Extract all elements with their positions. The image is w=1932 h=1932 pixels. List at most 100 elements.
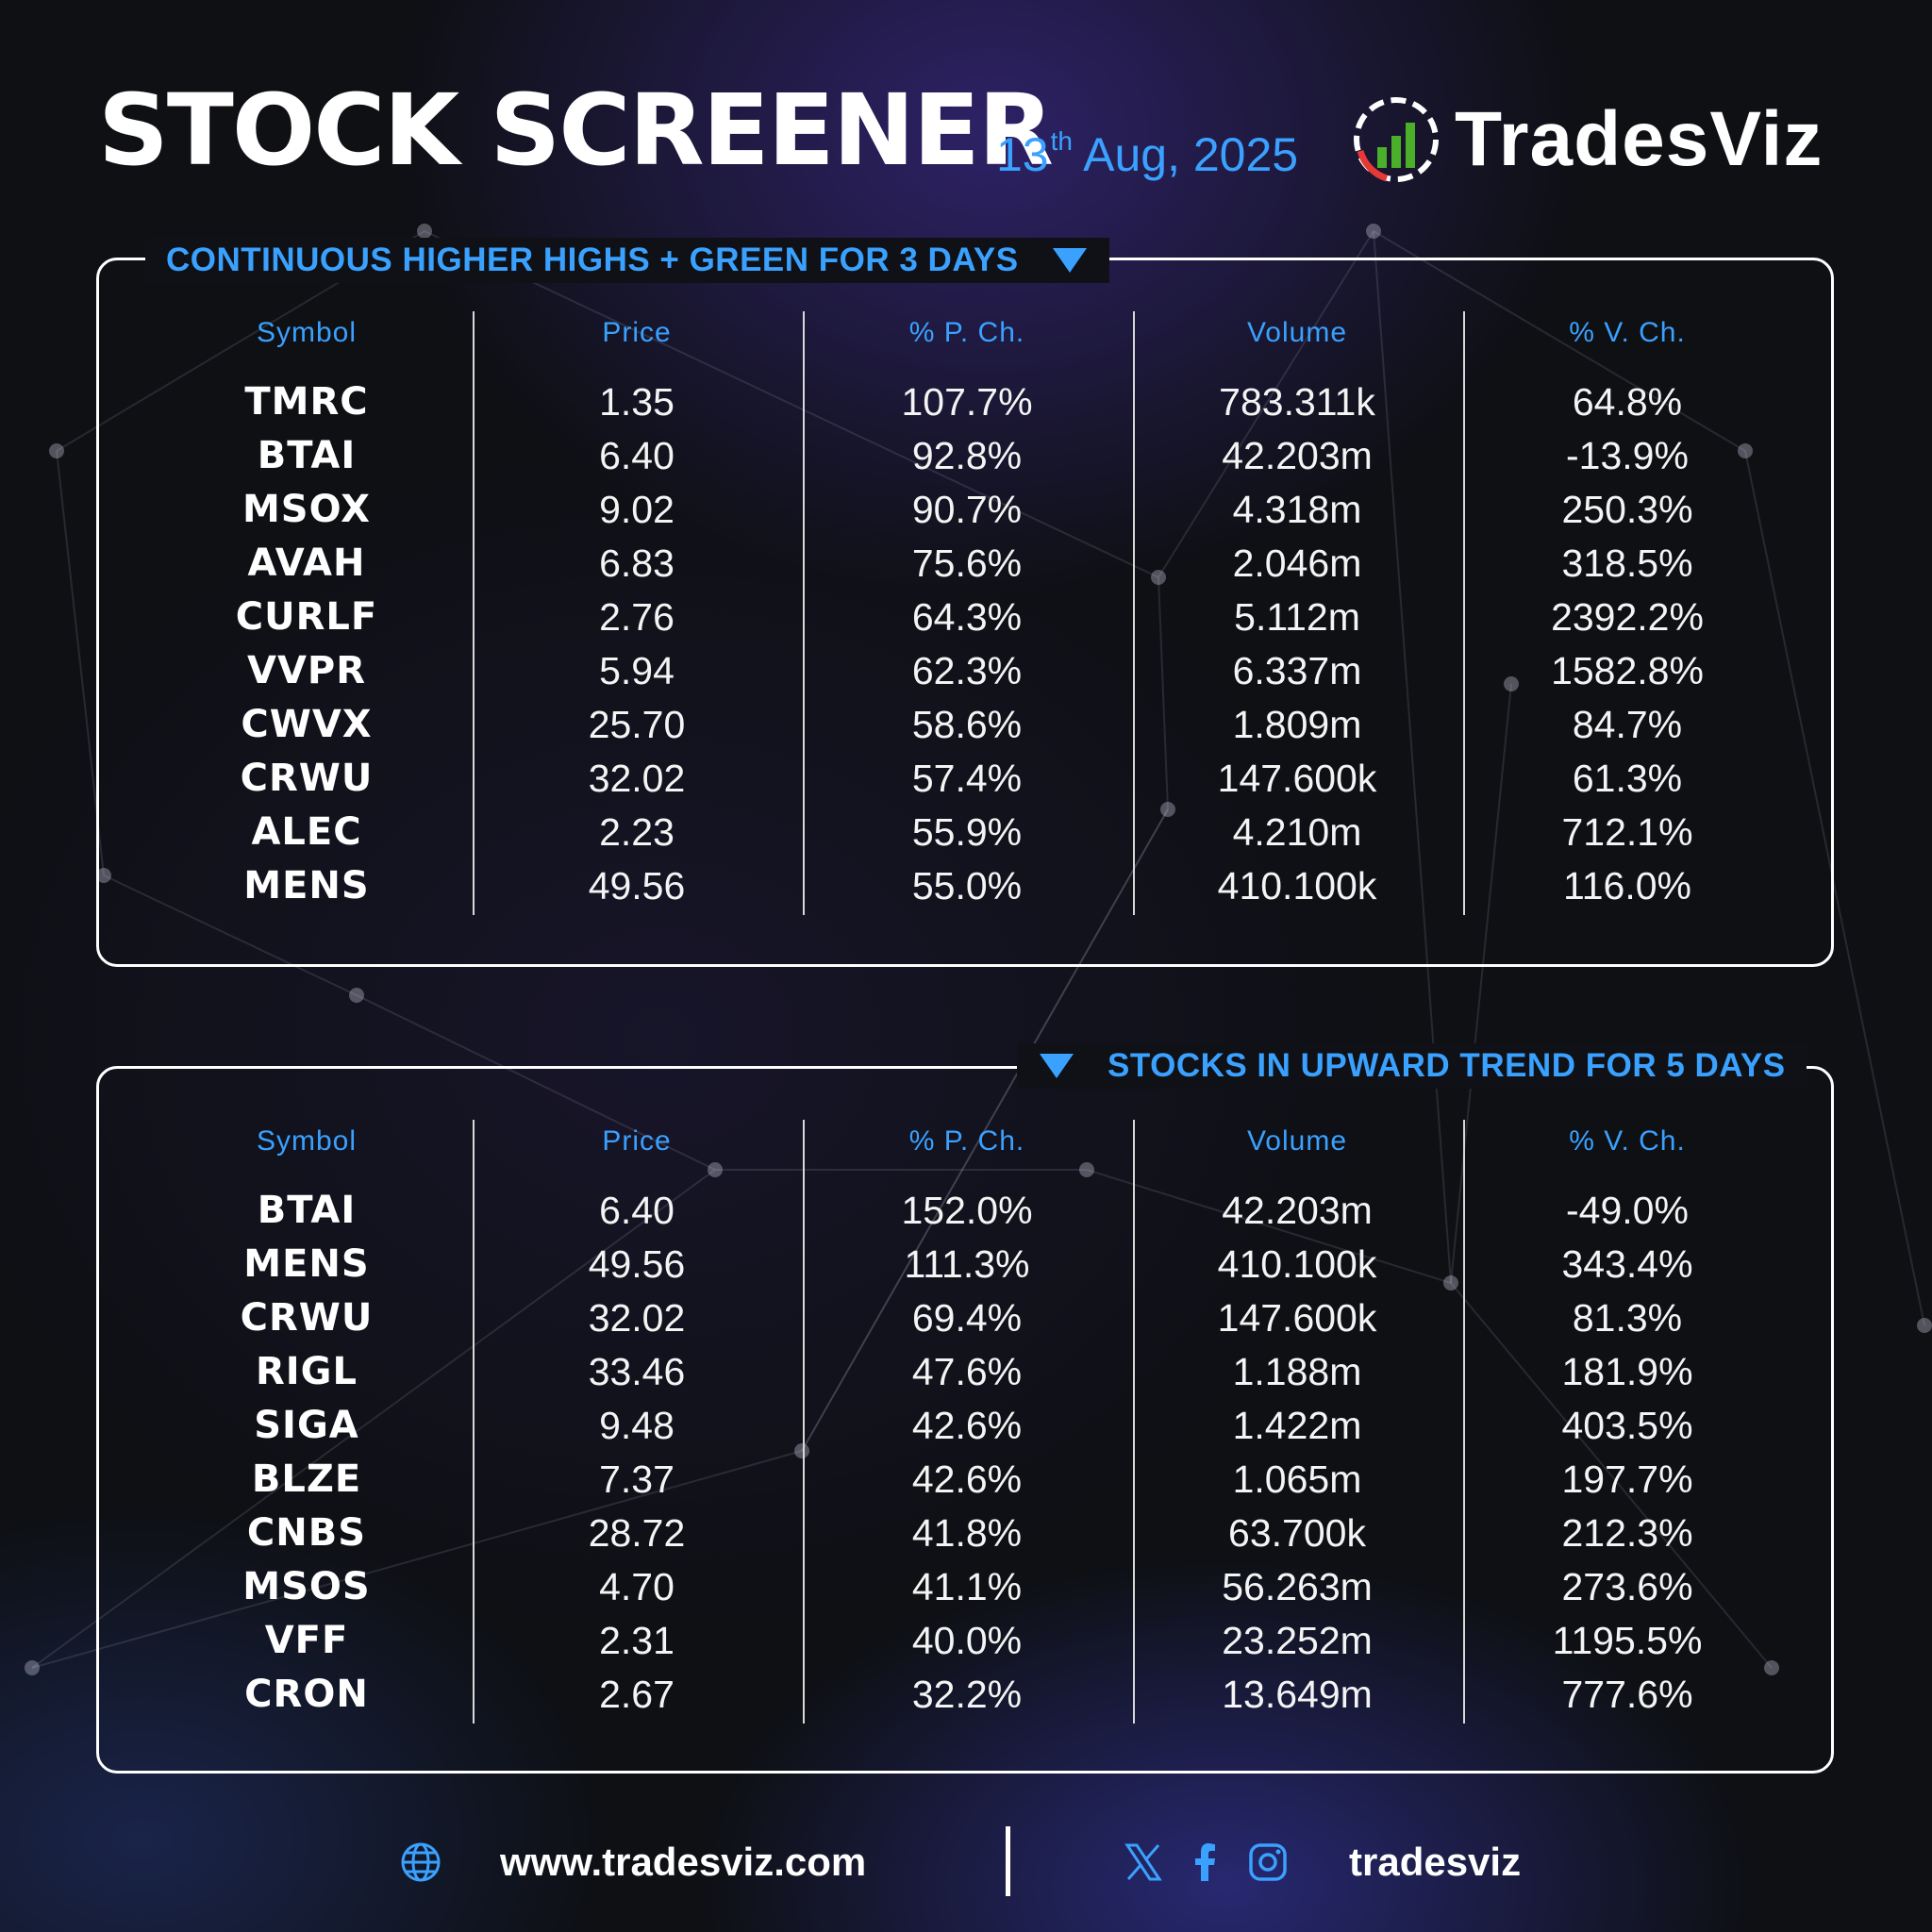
column-header: % V. Ch.	[1569, 1125, 1686, 1157]
volume-change-cell: 61.3%	[1572, 757, 1683, 800]
volume-change-cell: 1195.5%	[1552, 1619, 1703, 1662]
symbol-cell: RIGL	[255, 1350, 358, 1393]
price-cell: 33.46	[588, 1350, 686, 1393]
price-cell: 28.72	[588, 1511, 686, 1555]
volume-change-cell: 250.3%	[1561, 488, 1693, 531]
column-header: Volume	[1246, 317, 1348, 348]
column-divider	[473, 311, 475, 915]
triangle-down-icon	[1052, 248, 1087, 273]
volume-cell: 1.809m	[1232, 703, 1362, 746]
website-link[interactable]: www.tradesviz.com	[500, 1840, 867, 1884]
volume-change-cell: 181.9%	[1561, 1350, 1693, 1393]
price-cell: 2.31	[599, 1619, 675, 1662]
screen-2-title: STOCKS IN UPWARD TREND FOR 5 DAYS	[1017, 1043, 1807, 1089]
column-header: Price	[602, 1125, 672, 1157]
price-change-cell: 64.3%	[911, 595, 1023, 639]
column-header: % V. Ch.	[1569, 317, 1686, 348]
column-divider	[803, 311, 805, 915]
price-cell: 9.48	[599, 1404, 675, 1447]
symbol-cell: CURLF	[235, 595, 378, 639]
brand-name: TradesViz	[1455, 96, 1824, 182]
volume-cell: 6.337m	[1232, 649, 1362, 692]
symbol-cell: CWVX	[241, 703, 373, 746]
price-change-cell: 55.9%	[911, 810, 1023, 854]
volume-change-cell: 343.4%	[1561, 1242, 1693, 1286]
volume-change-cell: 64.8%	[1572, 380, 1683, 424]
price-cell: 6.40	[599, 1189, 675, 1232]
price-cell: 25.70	[588, 703, 686, 746]
price-change-cell: 42.6%	[911, 1457, 1023, 1501]
volume-cell: 42.203m	[1222, 434, 1373, 477]
price-change-cell: 42.6%	[911, 1404, 1023, 1447]
volume-cell: 4.318m	[1232, 488, 1362, 531]
brand: TradesViz	[1349, 92, 1823, 187]
price-change-cell: 47.6%	[911, 1350, 1023, 1393]
volume-change-cell: 116.0%	[1562, 864, 1691, 908]
price-change-cell: 69.4%	[911, 1296, 1023, 1340]
volume-cell: 23.252m	[1222, 1619, 1373, 1662]
symbol-cell: VFF	[264, 1619, 349, 1662]
price-cell: 6.40	[599, 434, 675, 477]
price-cell: 32.02	[588, 757, 686, 800]
screen-1-title: CONTINUOUS HIGHER HIGHS + GREEN FOR 3 DA…	[145, 238, 1109, 283]
symbol-cell: CRWU	[240, 1296, 374, 1340]
volume-change-cell: 712.1%	[1561, 810, 1693, 854]
date-suffix: th	[1050, 126, 1073, 156]
price-change-cell: 90.7%	[911, 488, 1023, 531]
volume-change-cell: -49.0%	[1566, 1189, 1689, 1232]
volume-cell: 4.210m	[1232, 810, 1362, 854]
column-header: Symbol	[256, 317, 358, 348]
column-header: % P. Ch.	[908, 1125, 1025, 1157]
symbol-cell: VVPR	[246, 649, 367, 692]
date-day: 13	[996, 128, 1049, 181]
triangle-down-icon	[1040, 1054, 1074, 1078]
price-cell: 9.02	[599, 488, 675, 531]
screen-2-panel: Symbol Price % P. Ch. Volume % V. Ch. BTAI 6.4…	[96, 1066, 1834, 1774]
column-divider	[1133, 311, 1135, 915]
date-rest: Aug, 2025	[1083, 128, 1299, 181]
volume-change-cell: 197.7%	[1561, 1457, 1693, 1501]
volume-cell: 410.100k	[1217, 864, 1377, 908]
volume-cell: 410.100k	[1217, 1242, 1377, 1286]
column-header: Price	[602, 317, 672, 348]
screen-1-title-text: CONTINUOUS HIGHER HIGHS + GREEN FOR 3 DA…	[166, 242, 1019, 278]
volume-cell: 1.065m	[1232, 1457, 1362, 1501]
symbol-cell: MENS	[243, 864, 370, 908]
volume-change-cell: 1582.8%	[1551, 649, 1704, 692]
price-cell: 2.76	[599, 595, 675, 639]
volume-cell: 63.700k	[1228, 1511, 1366, 1555]
price-change-cell: 41.8%	[911, 1511, 1023, 1555]
screen-2-title-text: STOCKS IN UPWARD TREND FOR 5 DAYS	[1108, 1047, 1786, 1084]
report-date: 13th Aug, 2025	[996, 126, 1298, 182]
symbol-cell: TMRC	[244, 380, 369, 424]
price-change-cell: 55.0%	[911, 864, 1023, 908]
volume-cell: 56.263m	[1222, 1565, 1373, 1608]
footer: www.tradesviz.com tradesviz	[0, 1821, 1932, 1896]
volume-change-cell: 777.6%	[1561, 1673, 1693, 1716]
price-cell: 32.02	[588, 1296, 686, 1340]
volume-cell: 1.188m	[1232, 1350, 1362, 1393]
symbol-cell: AVAH	[247, 541, 366, 585]
column-divider	[1133, 1120, 1135, 1724]
column-divider	[803, 1120, 805, 1724]
column-header: % P. Ch.	[908, 317, 1025, 348]
facebook-icon[interactable]	[1185, 1841, 1226, 1883]
column-header: Volume	[1246, 1125, 1348, 1157]
price-cell: 4.70	[599, 1565, 675, 1608]
page-title: STOCK SCREENER	[98, 73, 1054, 188]
price-cell: 49.56	[588, 1242, 686, 1286]
volume-cell: 783.311k	[1219, 380, 1375, 424]
x-icon[interactable]	[1123, 1841, 1164, 1883]
instagram-icon[interactable]	[1247, 1841, 1289, 1883]
social-handle[interactable]: tradesviz	[1349, 1840, 1522, 1884]
price-cell: 5.94	[599, 649, 675, 692]
symbol-cell: CRWU	[240, 757, 374, 800]
symbol-cell: CNBS	[246, 1511, 367, 1555]
volume-cell: 5.112m	[1234, 595, 1360, 639]
volume-change-cell: 212.3%	[1561, 1511, 1693, 1555]
symbol-cell: MSOX	[242, 488, 372, 531]
globe-icon	[401, 1842, 441, 1882]
price-change-cell: 40.0%	[911, 1619, 1023, 1662]
volume-change-cell: 84.7%	[1572, 703, 1683, 746]
volume-change-cell: 81.3%	[1572, 1296, 1683, 1340]
